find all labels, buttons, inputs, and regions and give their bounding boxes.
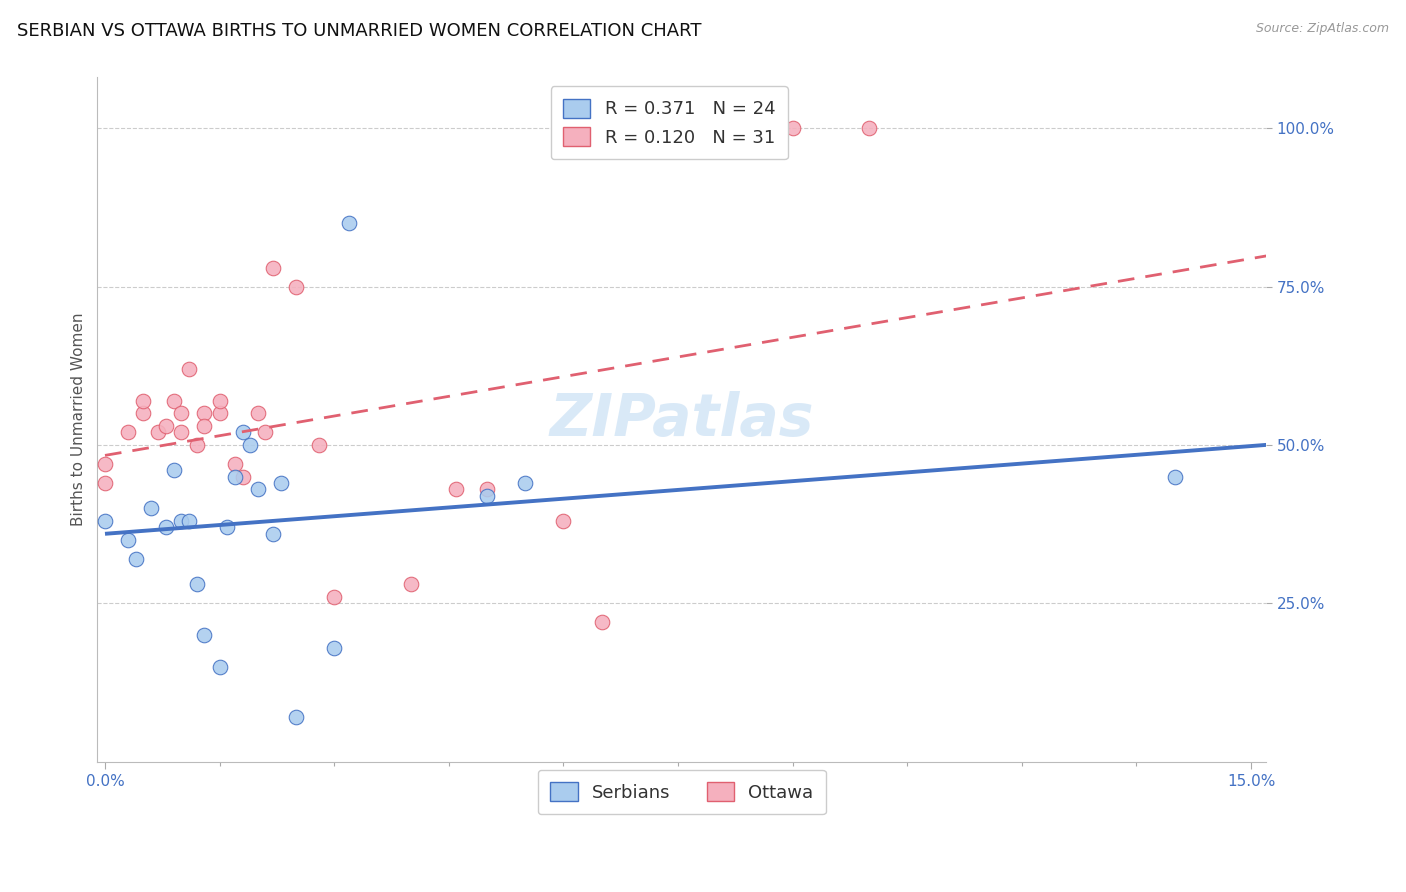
Point [262,526,284,541]
Point [475,489,498,503]
Point [246,483,269,497]
Point [94,514,117,528]
Point [117,533,139,547]
Point [94,475,117,490]
Point [155,520,177,534]
Point [208,659,231,673]
Point [155,419,177,434]
Point [208,406,231,420]
Point [231,425,253,440]
Point [270,475,292,490]
Point [177,514,200,528]
Point [124,552,146,566]
Text: ZIPatlas: ZIPatlas [550,391,814,448]
Point [170,514,193,528]
Point [285,279,308,293]
Point [858,121,880,136]
Point [446,483,468,497]
Point [170,406,193,420]
Point [239,438,262,452]
Point [308,438,330,452]
Point [186,438,208,452]
Point [132,393,155,408]
Point [217,520,239,534]
Text: SERBIAN VS OTTAWA BIRTHS TO UNMARRIED WOMEN CORRELATION CHART: SERBIAN VS OTTAWA BIRTHS TO UNMARRIED WO… [17,22,702,40]
Point [117,425,139,440]
Point [139,501,162,516]
Text: Source: ZipAtlas.com: Source: ZipAtlas.com [1256,22,1389,36]
Point [399,577,422,591]
Point [1163,469,1185,483]
Point [186,577,208,591]
Point [515,475,537,490]
Point [262,260,284,275]
Point [339,216,361,230]
Point [170,425,193,440]
Point [163,393,186,408]
Point [553,514,575,528]
Point [231,469,253,483]
Point [224,457,246,471]
Point [224,469,246,483]
Point [782,121,804,136]
Point [246,406,269,420]
Point [193,419,215,434]
Point [132,406,155,420]
Point [254,425,277,440]
Point [94,457,117,471]
Point [285,710,308,724]
Point [323,590,346,604]
Point [193,628,215,642]
Point [163,463,186,477]
Point [475,483,498,497]
Point [148,425,170,440]
Point [323,640,346,655]
Legend: Serbians, Ottawa: Serbians, Ottawa [538,770,825,814]
Point [193,406,215,420]
Y-axis label: Births to Unmarried Women: Births to Unmarried Women [72,313,86,526]
Point [591,615,613,630]
Point [177,362,200,376]
Point [208,393,231,408]
